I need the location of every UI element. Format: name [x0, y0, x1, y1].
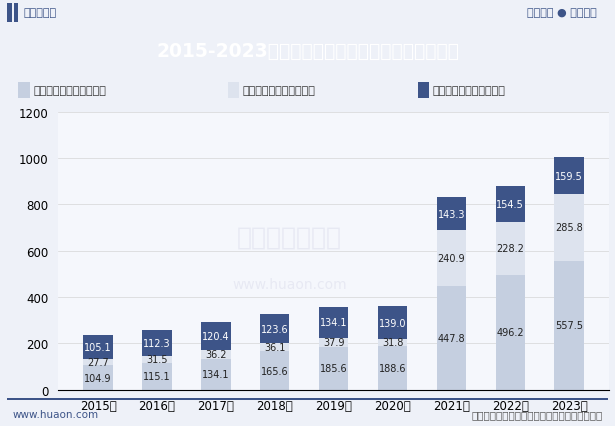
Bar [437, 198, 466, 230]
Bar [84, 335, 113, 359]
Bar [260, 351, 290, 390]
Text: 447.8: 447.8 [437, 333, 465, 343]
Text: 185.6: 185.6 [320, 363, 347, 373]
Bar [496, 275, 525, 390]
Bar [554, 158, 584, 195]
Text: 第一产业增加值（亿元）: 第一产业增加值（亿元） [433, 86, 506, 96]
Bar [260, 315, 290, 343]
Text: 112.3: 112.3 [143, 338, 171, 348]
Text: 第二产业增加值（亿元）: 第二产业增加值（亿元） [242, 86, 315, 96]
Text: 华经情报网: 华经情报网 [23, 8, 57, 18]
Bar [228, 83, 239, 98]
Bar [260, 343, 290, 351]
Bar [378, 346, 407, 390]
Text: www.huaon.com: www.huaon.com [12, 409, 98, 419]
Bar [142, 330, 172, 356]
Bar [496, 222, 525, 275]
Bar [437, 230, 466, 286]
Text: 240.9: 240.9 [437, 253, 465, 263]
Text: www.huaon.com: www.huaon.com [232, 277, 347, 291]
Bar [201, 322, 231, 351]
Bar [319, 347, 348, 390]
Bar [496, 187, 525, 222]
Text: 115.1: 115.1 [143, 371, 171, 381]
Text: 2015-2023年儋州市第一、第二及第三产业增加值: 2015-2023年儋州市第一、第二及第三产业增加值 [156, 41, 459, 60]
Text: 165.6: 165.6 [261, 366, 288, 376]
Text: 120.4: 120.4 [202, 331, 230, 342]
Bar [142, 356, 172, 363]
Text: 557.5: 557.5 [555, 320, 583, 330]
Text: 第三产业增加值（亿元）: 第三产业增加值（亿元） [33, 86, 106, 96]
Text: 36.2: 36.2 [205, 350, 227, 360]
Text: 27.7: 27.7 [87, 357, 109, 367]
Text: 36.1: 36.1 [264, 343, 285, 352]
Text: 228.2: 228.2 [496, 244, 524, 254]
Text: 华经产业研究院: 华经产业研究院 [237, 225, 342, 249]
Text: 134.1: 134.1 [320, 318, 347, 328]
Bar [319, 307, 348, 338]
Text: 159.5: 159.5 [555, 172, 583, 181]
Text: 139.0: 139.0 [379, 318, 407, 328]
Bar [201, 351, 231, 359]
Bar [378, 339, 407, 346]
Text: 37.9: 37.9 [323, 337, 344, 348]
Text: 123.6: 123.6 [261, 324, 288, 334]
Bar [554, 261, 584, 390]
Text: 31.8: 31.8 [382, 337, 403, 348]
Bar [84, 366, 113, 390]
Bar [7, 398, 608, 400]
Text: 数据来源：海南省统计局；华经产业研究院整理: 数据来源：海南省统计局；华经产业研究院整理 [472, 409, 603, 419]
Bar [201, 359, 231, 390]
Bar [319, 338, 348, 347]
Bar [7, 4, 12, 23]
Text: 154.5: 154.5 [496, 199, 524, 210]
Text: 105.1: 105.1 [84, 342, 112, 352]
Bar [378, 307, 407, 339]
Text: 134.1: 134.1 [202, 369, 229, 379]
Bar [437, 286, 466, 390]
Bar [142, 363, 172, 390]
Bar [84, 359, 113, 366]
Bar [14, 4, 18, 23]
Text: 496.2: 496.2 [496, 328, 524, 337]
Bar [418, 83, 429, 98]
Bar [554, 195, 584, 261]
Text: 31.5: 31.5 [146, 354, 168, 365]
Text: 143.3: 143.3 [438, 209, 465, 219]
Text: 104.9: 104.9 [84, 373, 112, 383]
Text: 专业严谨 ● 客观科学: 专业严谨 ● 客观科学 [527, 8, 597, 18]
Text: 188.6: 188.6 [379, 363, 407, 373]
Text: 285.8: 285.8 [555, 223, 583, 233]
Bar [18, 83, 30, 98]
